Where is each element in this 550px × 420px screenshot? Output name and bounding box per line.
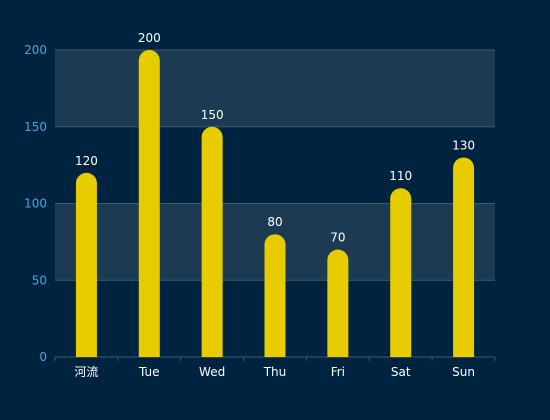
- bar[interactable]: [75, 172, 97, 357]
- bar[interactable]: [327, 249, 349, 357]
- x-tick-label: Thu: [263, 365, 287, 379]
- bar[interactable]: [138, 50, 160, 357]
- data-label: 80: [267, 215, 282, 229]
- data-label: 150: [201, 108, 224, 122]
- x-tick-label: 河流: [74, 365, 98, 379]
- y-tick-label: 100: [24, 197, 47, 211]
- bar[interactable]: [453, 157, 475, 357]
- data-label: 110: [389, 169, 412, 183]
- y-tick-label: 50: [32, 273, 47, 287]
- bar[interactable]: [390, 188, 412, 357]
- y-tick-label: 150: [24, 120, 47, 134]
- y-tick-label: 0: [39, 350, 47, 364]
- y-tick-label: 200: [24, 43, 47, 57]
- x-tick-label: Sat: [391, 365, 411, 379]
- data-labels: 120 200 150 80 70 110 130: [75, 31, 475, 245]
- data-label: 70: [330, 231, 345, 245]
- x-tick-label: Fri: [331, 365, 345, 379]
- y-axis: 0 50 100 150 200: [24, 43, 47, 364]
- data-label: 130: [452, 138, 475, 152]
- bars: [75, 50, 475, 358]
- x-tick-label: Sun: [452, 365, 475, 379]
- grid-band: [55, 50, 495, 127]
- bar[interactable]: [264, 234, 286, 357]
- x-tick-label: Wed: [199, 365, 225, 379]
- bar[interactable]: [201, 126, 223, 358]
- x-tick-label: Tue: [138, 365, 160, 379]
- data-label: 200: [138, 31, 161, 45]
- data-label: 120: [75, 154, 98, 168]
